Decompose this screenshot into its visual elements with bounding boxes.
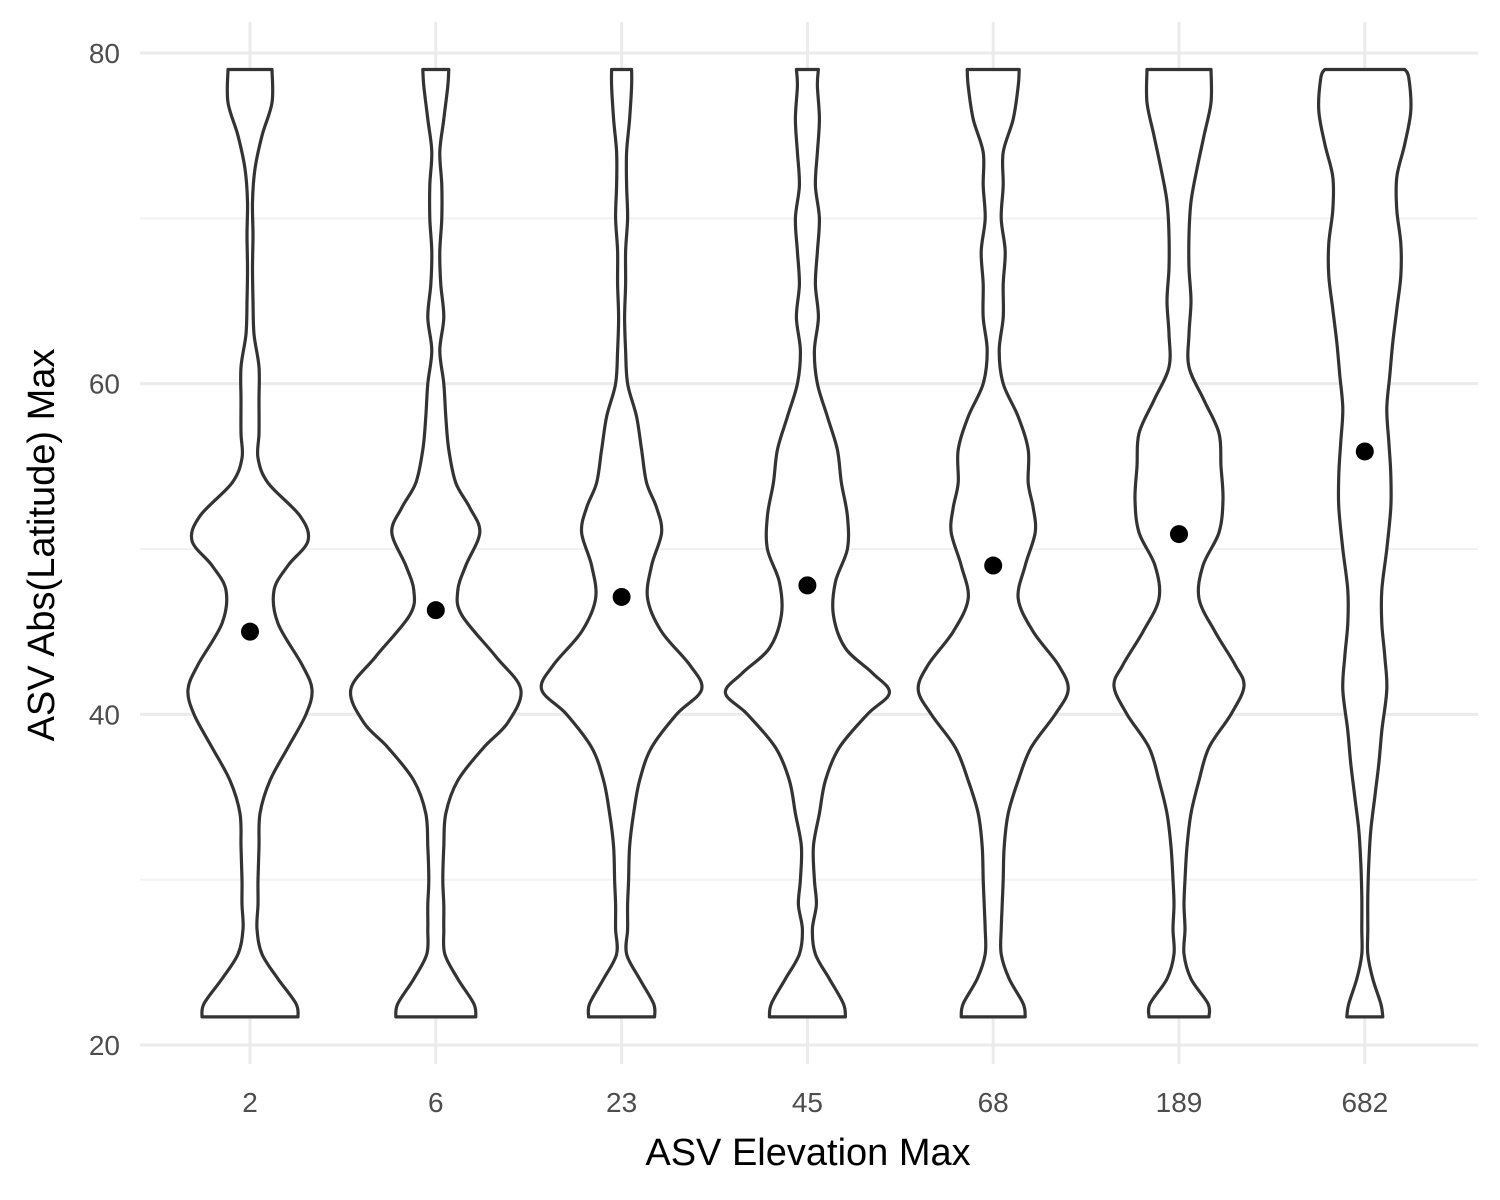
mean-point-68 bbox=[984, 556, 1003, 575]
mean-point-6 bbox=[426, 601, 445, 620]
x-tick-label: 189 bbox=[1156, 1087, 1203, 1118]
y-tick-label: 40 bbox=[89, 699, 120, 730]
violin-45 bbox=[723, 67, 891, 1019]
x-tick-label: 23 bbox=[606, 1087, 637, 1118]
x-tick-label: 2 bbox=[242, 1087, 258, 1118]
x-tick-labels: 2 6 23 45 68 189 682 bbox=[242, 1087, 1388, 1118]
mean-point-682 bbox=[1355, 442, 1374, 461]
y-tick-label: 60 bbox=[89, 369, 120, 400]
mean-points bbox=[241, 442, 1374, 641]
mean-point-45 bbox=[798, 576, 817, 595]
x-axis-title: ASV Elevation Max bbox=[645, 1132, 970, 1174]
y-tick-label: 20 bbox=[89, 1030, 120, 1061]
x-tick-label: 68 bbox=[978, 1087, 1009, 1118]
mean-point-189 bbox=[1170, 525, 1188, 544]
violin-6 bbox=[348, 67, 523, 1019]
mean-point-2 bbox=[241, 622, 259, 641]
violins bbox=[186, 67, 1413, 1019]
violin-68 bbox=[916, 67, 1070, 1019]
y-tick-labels: 20 40 60 80 bbox=[89, 38, 120, 1061]
violin-189 bbox=[1112, 67, 1246, 1019]
mean-point-23 bbox=[612, 587, 631, 606]
x-tick-label: 45 bbox=[792, 1087, 823, 1118]
x-tick-label: 6 bbox=[428, 1087, 444, 1118]
x-tick-label: 682 bbox=[1341, 1087, 1388, 1118]
violin-23 bbox=[539, 67, 704, 1019]
y-tick-label: 80 bbox=[89, 38, 120, 69]
violin-2 bbox=[186, 67, 314, 1019]
violin-682 bbox=[1317, 67, 1413, 1019]
y-axis-title: ASV Abs(Latitude) Max bbox=[21, 349, 63, 742]
